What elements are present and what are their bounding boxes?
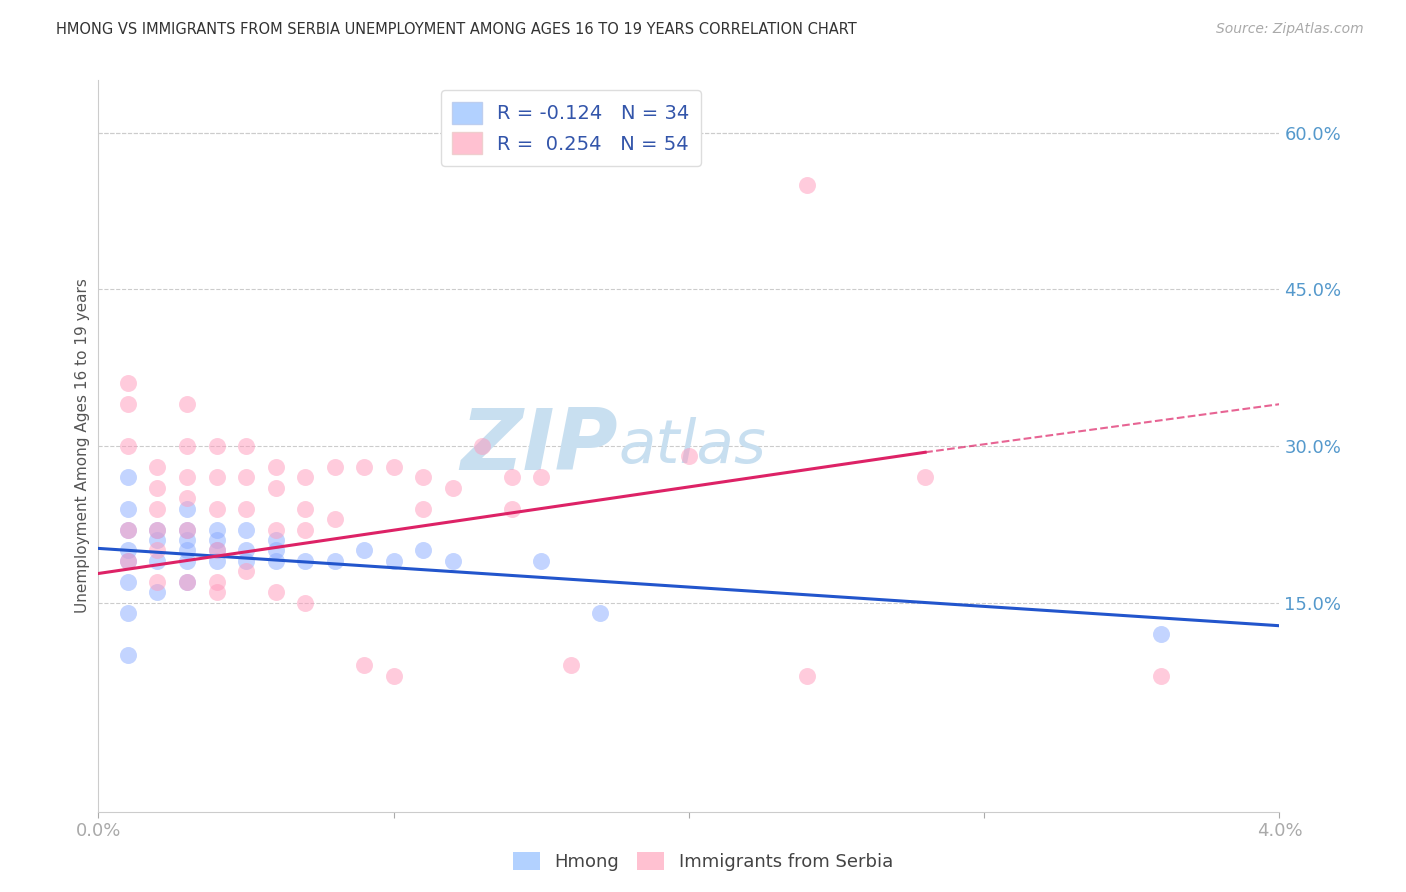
Point — [117, 523, 139, 537]
Point — [176, 397, 198, 411]
Legend: Hmong, Immigrants from Serbia: Hmong, Immigrants from Serbia — [506, 845, 900, 879]
Point — [1150, 669, 1173, 683]
Point — [412, 501, 434, 516]
Text: ZIP: ZIP — [460, 404, 619, 488]
Point — [205, 533, 228, 547]
Point — [589, 606, 612, 620]
Point — [353, 658, 375, 673]
Point — [235, 543, 257, 558]
Point — [117, 648, 139, 662]
Point — [323, 459, 346, 474]
Point — [117, 439, 139, 453]
Point — [176, 491, 198, 506]
Text: HMONG VS IMMIGRANTS FROM SERBIA UNEMPLOYMENT AMONG AGES 16 TO 19 YEARS CORRELATI: HMONG VS IMMIGRANTS FROM SERBIA UNEMPLOY… — [56, 22, 858, 37]
Point — [323, 554, 346, 568]
Text: Source: ZipAtlas.com: Source: ZipAtlas.com — [1216, 22, 1364, 37]
Point — [1150, 627, 1173, 641]
Point — [441, 481, 464, 495]
Point — [294, 554, 316, 568]
Point — [323, 512, 346, 526]
Point — [264, 459, 287, 474]
Point — [530, 554, 553, 568]
Point — [176, 523, 198, 537]
Point — [205, 554, 228, 568]
Point — [117, 543, 139, 558]
Point — [205, 574, 228, 589]
Point — [176, 533, 198, 547]
Point — [176, 439, 198, 453]
Point — [294, 596, 316, 610]
Point — [205, 470, 228, 484]
Point — [117, 523, 139, 537]
Point — [205, 543, 228, 558]
Point — [176, 501, 198, 516]
Point — [382, 554, 405, 568]
Point — [382, 669, 405, 683]
Point — [294, 523, 316, 537]
Point — [117, 606, 139, 620]
Point — [471, 439, 494, 453]
Point — [235, 470, 257, 484]
Point — [146, 543, 169, 558]
Point — [796, 178, 818, 192]
Point — [412, 543, 434, 558]
Point — [530, 470, 553, 484]
Point — [117, 470, 139, 484]
Point — [117, 376, 139, 391]
Point — [382, 459, 405, 474]
Point — [176, 470, 198, 484]
Point — [264, 481, 287, 495]
Point — [146, 574, 169, 589]
Point — [264, 523, 287, 537]
Point — [176, 543, 198, 558]
Point — [235, 565, 257, 579]
Point — [914, 470, 936, 484]
Point — [235, 523, 257, 537]
Point — [264, 585, 287, 599]
Point — [176, 523, 198, 537]
Point — [353, 459, 375, 474]
Y-axis label: Unemployment Among Ages 16 to 19 years: Unemployment Among Ages 16 to 19 years — [75, 278, 90, 614]
Point — [176, 554, 198, 568]
Point — [205, 439, 228, 453]
Point — [205, 501, 228, 516]
Point — [146, 459, 169, 474]
Point — [294, 470, 316, 484]
Point — [678, 450, 700, 464]
Point — [117, 501, 139, 516]
Point — [205, 585, 228, 599]
Point — [353, 543, 375, 558]
Point — [117, 397, 139, 411]
Text: atlas: atlas — [619, 417, 766, 475]
Point — [176, 574, 198, 589]
Point — [560, 658, 582, 673]
Point — [264, 543, 287, 558]
Point — [146, 533, 169, 547]
Point — [264, 554, 287, 568]
Point — [117, 554, 139, 568]
Point — [501, 470, 523, 484]
Point — [117, 554, 139, 568]
Point — [441, 554, 464, 568]
Point — [146, 523, 169, 537]
Legend: R = -0.124   N = 34, R =  0.254   N = 54: R = -0.124 N = 34, R = 0.254 N = 54 — [440, 90, 702, 166]
Point — [146, 523, 169, 537]
Point — [796, 669, 818, 683]
Point — [117, 574, 139, 589]
Point — [264, 533, 287, 547]
Point — [205, 523, 228, 537]
Point — [294, 501, 316, 516]
Point — [412, 470, 434, 484]
Point — [146, 585, 169, 599]
Point — [176, 574, 198, 589]
Point — [235, 554, 257, 568]
Point — [146, 501, 169, 516]
Point — [146, 554, 169, 568]
Point — [235, 439, 257, 453]
Point — [146, 481, 169, 495]
Point — [501, 501, 523, 516]
Point — [205, 543, 228, 558]
Point — [235, 501, 257, 516]
